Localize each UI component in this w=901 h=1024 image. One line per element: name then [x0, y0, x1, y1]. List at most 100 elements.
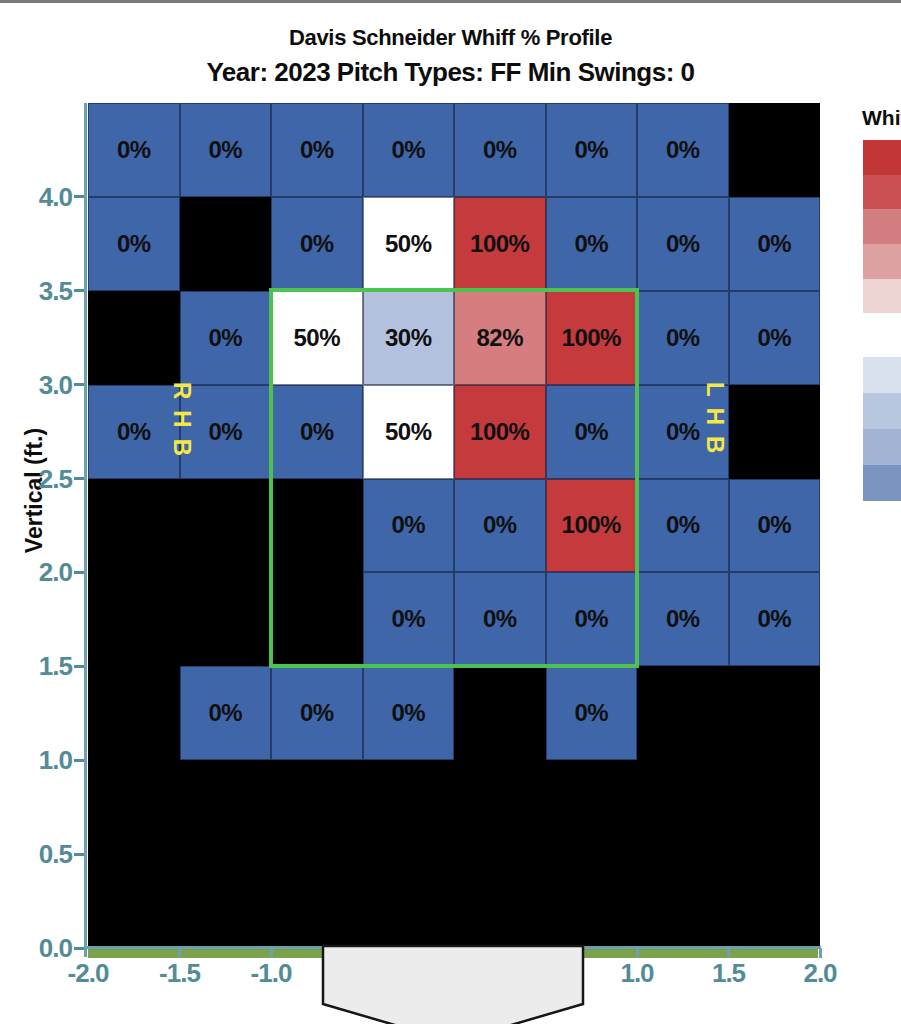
legend-blue-segment: [863, 429, 901, 465]
heatmap-cell: 30%: [363, 291, 455, 385]
heatmap-cell: 0%: [637, 197, 729, 291]
y-tick-mark: [74, 853, 84, 856]
y-tick-mark: [74, 383, 84, 386]
heatmap-cell: 0%: [180, 291, 272, 385]
heatmap-cell: [729, 854, 821, 948]
heatmap-cell: 0%: [729, 197, 821, 291]
heatmap-cell: [729, 385, 821, 479]
heatmap-cell: 100%: [546, 291, 638, 385]
y-tick-label: 1.0: [2, 747, 72, 773]
y-tick-mark: [74, 571, 84, 574]
heatmap-cell: 0%: [546, 666, 638, 760]
heatmap-cell: [454, 760, 546, 854]
heatmap-cell: [88, 666, 180, 760]
heatmap-cell: 0%: [637, 103, 729, 197]
heatmap-cell: 0%: [88, 197, 180, 291]
x-tick-label: 1.5: [684, 958, 774, 989]
chart-subtitle: Year: 2023 Pitch Types: FF Min Swings: 0: [0, 57, 901, 88]
heatmap-cell: [88, 291, 180, 385]
legend-blue-segment: [863, 393, 901, 429]
heatmap-cell: 0%: [454, 479, 546, 573]
legend-red-segment: [863, 279, 901, 314]
whiff-profile-page: { "page": { "title": "Davis Schneider Wh…: [0, 0, 901, 1024]
legend-blue-segment: [863, 465, 901, 501]
window-top-bar: [0, 0, 901, 3]
x-tick-mark: [819, 948, 822, 958]
heatmap-cell: 50%: [363, 197, 455, 291]
y-tick-label: 2.5: [2, 466, 72, 492]
heatmap-cell: 0%: [454, 103, 546, 197]
chart-title: Davis Schneider Whiff % Profile: [0, 25, 901, 51]
heatmap-cell: 0%: [637, 479, 729, 573]
heatmap-cell: [454, 854, 546, 948]
y-tick-label: 2.0: [2, 559, 72, 585]
x-tick-label: 1.0: [592, 958, 682, 989]
heatmap-cell: 0%: [271, 103, 363, 197]
y-tick-label: 1.5: [2, 653, 72, 679]
heatmap-cell: 0%: [271, 197, 363, 291]
y-tick-label: 3.0: [2, 372, 72, 398]
legend-blue-segment: [863, 357, 901, 393]
heatmap-cell: [180, 479, 272, 573]
heatmap-cell: [271, 854, 363, 948]
heatmap-cell: [180, 197, 272, 291]
x-tick-label: -2.0: [43, 958, 133, 989]
heatmap-cell: 0%: [729, 291, 821, 385]
heatmap-cell: 0%: [271, 385, 363, 479]
heatmap-cell: 100%: [546, 479, 638, 573]
heatmap-cell: 0%: [729, 572, 821, 666]
x-tick-mark: [178, 948, 181, 958]
y-tick-mark: [74, 195, 84, 198]
x-tick-mark: [270, 948, 273, 958]
y-tick-mark: [74, 759, 84, 762]
heatmap-cell: [180, 760, 272, 854]
y-tick-label: 3.5: [2, 278, 72, 304]
heatmap-cell: 0%: [637, 291, 729, 385]
heatmap-cell: [180, 572, 272, 666]
heatmap-cell: 0%: [363, 103, 455, 197]
heatmap-cell: 0%: [363, 479, 455, 573]
x-tick-label: 2.0: [775, 958, 865, 989]
y-tick-mark: [74, 289, 84, 292]
heatmap-cell: [454, 666, 546, 760]
heatmap-cell: [88, 760, 180, 854]
heatmap-cell: 0%: [454, 572, 546, 666]
rhb-label: RHB: [170, 382, 194, 467]
y-tick-mark: [74, 665, 84, 668]
heatmap-cell: 0%: [88, 103, 180, 197]
y-axis-spine: [84, 103, 87, 957]
heatmap-cell: 0%: [546, 572, 638, 666]
heatmap-cell: [729, 760, 821, 854]
heatmap-cell: 0%: [180, 103, 272, 197]
heatmap-cell: 50%: [363, 385, 455, 479]
y-tick-mark: [74, 947, 84, 950]
heatmap-cell: 0%: [363, 666, 455, 760]
heatmap-cell: [637, 760, 729, 854]
heatmap-cell: [637, 666, 729, 760]
heatmap-cell: [546, 854, 638, 948]
heatmap-cell: 100%: [454, 385, 546, 479]
heatmap-cell: [88, 854, 180, 948]
x-tick-mark: [636, 948, 639, 958]
heatmap-cell: [180, 854, 272, 948]
heatmap-cell: [363, 854, 455, 948]
heatmap-cell: 0%: [546, 385, 638, 479]
heatmap-cell: 0%: [180, 666, 272, 760]
heatmap-cell: 0%: [729, 479, 821, 573]
x-tick-mark: [727, 948, 730, 958]
heatmap-cell: [271, 760, 363, 854]
heatmap-cell: 100%: [454, 197, 546, 291]
y-tick-label: 0.5: [2, 841, 72, 867]
heatmap-grid: 0%0%0%0%0%0%0%0%0%50%100%0%0%0%0%50%30%8…: [88, 103, 820, 948]
heatmap-cell: [546, 760, 638, 854]
home-plate-icon: [320, 943, 586, 1024]
legend-title: Whiff %: [862, 106, 901, 130]
lhb-label: LHB: [703, 382, 727, 464]
heatmap-cell: [729, 103, 821, 197]
heatmap-cell: 0%: [546, 103, 638, 197]
y-tick-mark: [74, 477, 84, 480]
heatmap-cell: [271, 572, 363, 666]
legend-red-segment: [863, 244, 901, 279]
heatmap-cell: 0%: [637, 572, 729, 666]
heatmap-cell: [729, 666, 821, 760]
